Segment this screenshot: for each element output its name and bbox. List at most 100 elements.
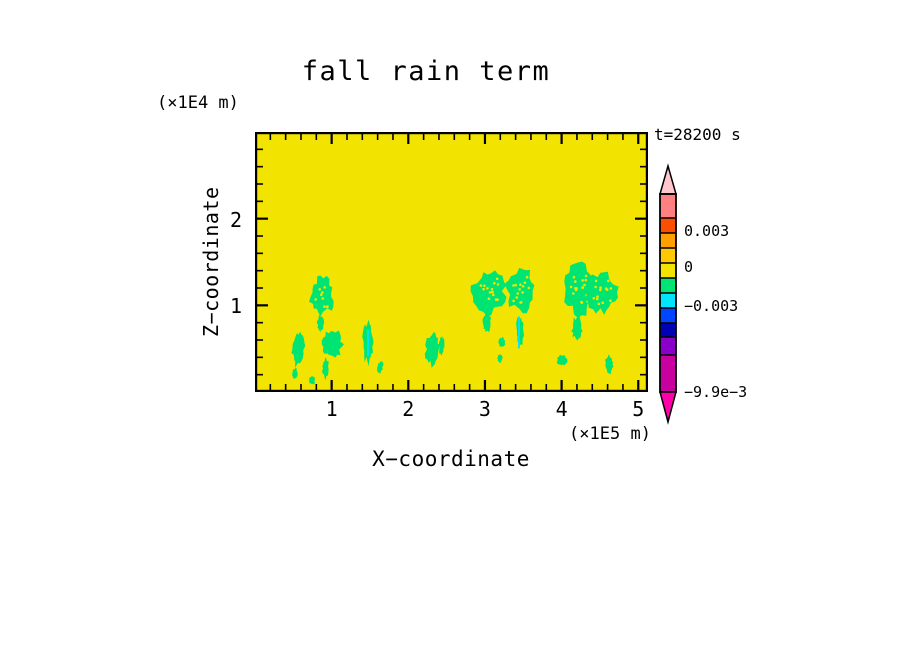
patch-speckle xyxy=(514,283,517,287)
patch-speckle xyxy=(599,288,602,292)
rain-patch xyxy=(292,367,298,379)
patch-speckle xyxy=(597,302,601,306)
patch-speckle xyxy=(609,299,612,302)
patch-speckle xyxy=(318,288,321,291)
colorbar-segment xyxy=(660,308,676,323)
patch-speckle xyxy=(512,284,515,287)
colorbar-label: 0.003 xyxy=(684,222,730,240)
patch-speckle xyxy=(523,281,527,284)
colorbar-label: −0.003 xyxy=(684,297,739,315)
colorbar-segment xyxy=(660,248,676,263)
rain-patch xyxy=(482,312,492,333)
patch-speckle xyxy=(569,285,573,289)
patch-speckle xyxy=(601,301,604,305)
patch-speckle xyxy=(486,287,489,290)
colorbar-bottom-arrow xyxy=(659,391,677,425)
chart-title: fall rain term xyxy=(301,56,551,87)
colorbar-segment xyxy=(660,194,676,218)
rain-patch xyxy=(498,336,506,348)
rain-patch xyxy=(470,270,507,316)
rain-patch xyxy=(564,261,597,318)
patch-speckle xyxy=(583,283,586,287)
patch-speckle xyxy=(321,297,325,300)
patch-speckle xyxy=(521,285,525,288)
patch-speckle xyxy=(572,275,576,279)
patch-speckle xyxy=(596,295,599,298)
patch-speckle xyxy=(488,291,492,294)
patch-speckle xyxy=(490,291,494,294)
patch-speckle xyxy=(604,287,608,290)
patch-speckle xyxy=(512,299,515,303)
colorbar-label: 0 xyxy=(684,258,694,276)
patch-speckle xyxy=(519,301,523,304)
colorbar-segment xyxy=(660,337,676,355)
patch-speckle xyxy=(482,287,485,291)
plot-area xyxy=(255,132,648,392)
y-tick-label: 2 xyxy=(229,207,242,232)
patch-speckle xyxy=(581,279,584,282)
patch-speckle xyxy=(594,279,598,283)
rain-patch xyxy=(438,335,445,356)
patch-speckle xyxy=(326,305,329,308)
x-tick-label: 2 xyxy=(402,397,415,421)
patch-speckle xyxy=(607,279,610,283)
time-stamp-label: t=28200 s xyxy=(654,125,741,144)
rain-patch xyxy=(321,330,344,358)
x-tick-label: 4 xyxy=(555,397,568,421)
x-tick-label: 3 xyxy=(478,397,491,421)
rain-patch xyxy=(556,354,568,366)
patch-speckle xyxy=(592,296,596,300)
rain-patch xyxy=(424,332,440,368)
patch-speckle xyxy=(494,298,498,301)
colorbar-segment xyxy=(660,278,676,293)
x-axis-unit-label: (×1E5 m) xyxy=(569,424,651,444)
colorbar-segment xyxy=(660,355,676,392)
patch-speckle xyxy=(521,291,524,294)
patch-speckle xyxy=(495,277,499,281)
patch-speckle xyxy=(479,284,483,287)
patch-speckle xyxy=(594,285,597,289)
patch-speckle xyxy=(314,298,317,301)
rain-patch xyxy=(571,315,583,341)
x-tick-label: 1 xyxy=(325,397,338,421)
rain-patch xyxy=(584,271,619,315)
patch-speckle xyxy=(572,292,575,295)
patch-speckle xyxy=(584,274,588,278)
rain-patch xyxy=(504,267,535,314)
rain-patch xyxy=(316,314,324,333)
patch-speckle xyxy=(483,284,486,288)
patch-speckle xyxy=(323,286,326,289)
rain-patch xyxy=(309,375,316,385)
patch-speckle xyxy=(599,286,602,289)
patch-speckle xyxy=(584,278,588,282)
x-axis-title: X−coordinate xyxy=(372,447,530,471)
field-background xyxy=(255,132,648,392)
x-tick-label: 5 xyxy=(632,397,645,421)
patch-speckle xyxy=(323,305,326,308)
patch-speckle xyxy=(527,286,531,290)
colorbar-segment xyxy=(660,263,676,278)
patch-speckle xyxy=(609,287,613,290)
plot-border xyxy=(255,132,648,392)
patch-speckle xyxy=(575,287,578,290)
colorbar-label: −9.9e−3 xyxy=(684,383,748,401)
patch-speckle xyxy=(496,283,500,286)
colorbar-top-arrow xyxy=(659,163,677,195)
patch-speckle xyxy=(525,275,529,279)
patch-speckle xyxy=(581,286,584,289)
patch-speckle xyxy=(519,283,522,286)
patch-speckle xyxy=(580,300,583,304)
patch-speckle xyxy=(574,280,577,283)
patch-speckle xyxy=(515,296,519,299)
patch-speckle xyxy=(321,291,324,294)
rain-patch xyxy=(322,357,329,381)
rain-patch xyxy=(605,354,614,375)
patch-speckle xyxy=(493,281,496,285)
rain-patch xyxy=(377,361,384,374)
y-axis-unit-label: (×1E4 m) xyxy=(157,93,239,113)
colorbar-segment xyxy=(660,323,676,337)
rain-patch xyxy=(291,331,306,368)
patch-speckle xyxy=(320,293,323,297)
patch-speckle xyxy=(518,288,521,291)
